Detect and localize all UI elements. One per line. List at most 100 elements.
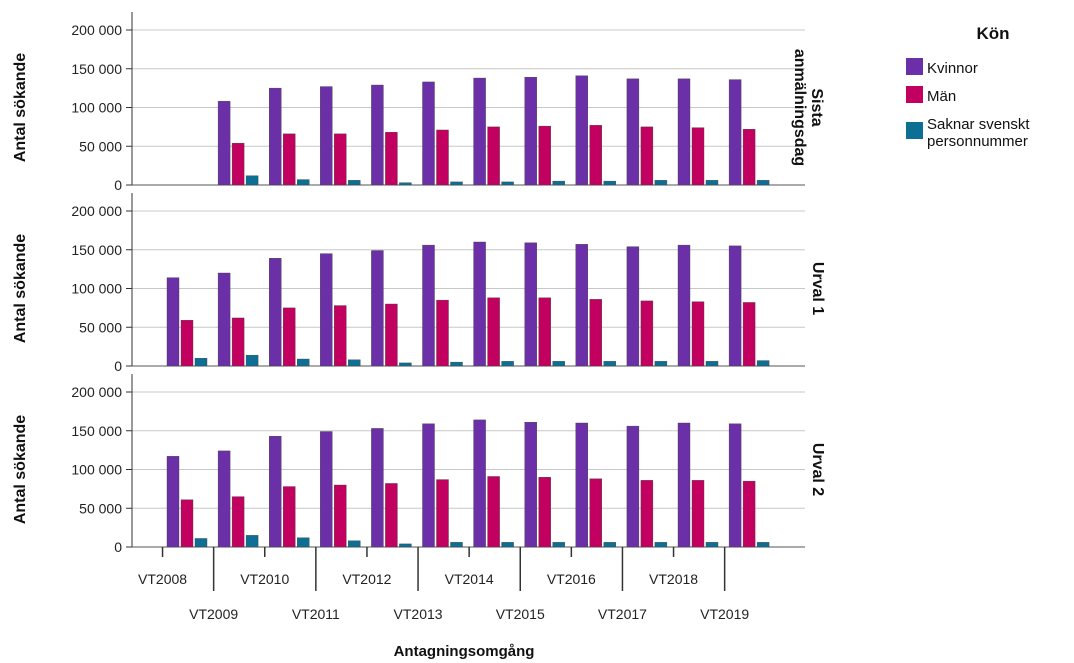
bar-urval-1-kvinnor-vt2010 bbox=[269, 258, 282, 367]
bar-urval-2-saknar-svenskt-personnummer-vt2012 bbox=[399, 543, 412, 548]
bar-urval-1-saknar-svenskt-personnummer-vt2018 bbox=[705, 361, 719, 367]
bar-sista-anm-lningsdag-kvinnor-vt2017 bbox=[626, 78, 640, 186]
bar-sista-anm-lningsdag-m-n-vt2009 bbox=[231, 142, 245, 186]
bar-urval-1-saknar-svenskt-personnummer-vt2010 bbox=[297, 358, 310, 367]
bar-urval-2-saknar-svenskt-personnummer-vt2019 bbox=[756, 542, 770, 548]
y-tick-label: 200 000 bbox=[71, 203, 122, 219]
bar-sista-anm-lningsdag-saknar-svenskt-personnummer-vt2019 bbox=[756, 180, 770, 186]
x-tick-label-vt2013: VT2013 bbox=[394, 606, 443, 622]
bar-urval-1-saknar-svenskt-personnummer-vt2016 bbox=[603, 361, 616, 367]
bar-urval-2-m-n-vt2012 bbox=[385, 483, 398, 548]
bar-urval-2-saknar-svenskt-personnummer-vt2011 bbox=[348, 540, 361, 548]
bar-urval-2-m-n-vt2010 bbox=[283, 486, 296, 548]
bar-sista-anm-lningsdag-m-n-vt2015 bbox=[538, 125, 551, 186]
bar-urval-2-saknar-svenskt-personnummer-vt2017 bbox=[654, 542, 668, 548]
bar-urval-1-m-n-vt2017 bbox=[640, 300, 654, 367]
y-tick-label: 200 000 bbox=[71, 22, 122, 38]
y-tick-label: 150 000 bbox=[71, 423, 122, 439]
bar-urval-2-kvinnor-vt2011 bbox=[320, 431, 333, 548]
panel-label-line1: Sista bbox=[808, 88, 825, 126]
x-tick-label-vt2018: VT2018 bbox=[649, 571, 698, 587]
bar-urval-2-kvinnor-vt2015 bbox=[524, 422, 537, 548]
y-tick-label: 100 000 bbox=[71, 281, 122, 297]
bar-urval-1-saknar-svenskt-personnummer-vt2012 bbox=[399, 362, 412, 367]
bar-urval-2-saknar-svenskt-personnummer-vt2016 bbox=[603, 542, 616, 548]
bar-urval-2-saknar-svenskt-personnummer-vt2009 bbox=[245, 535, 259, 548]
bar-sista-anm-lningsdag-m-n-vt2018 bbox=[691, 127, 705, 186]
y-tick-label: 200 000 bbox=[71, 384, 122, 400]
bar-urval-2-kvinnor-vt2008 bbox=[166, 456, 180, 548]
bar-urval-1-kvinnor-vt2008 bbox=[166, 277, 180, 367]
bar-urval-2-kvinnor-vt2010 bbox=[269, 435, 282, 548]
panel-3: 0 50 000 100 000 150 000 200 000 Antal sökand… bbox=[12, 374, 826, 555]
bar-urval-1-m-n-vt2015 bbox=[538, 297, 551, 367]
bar-urval-1-m-n-vt2011 bbox=[334, 305, 347, 367]
y-axis-label: Antal sökande bbox=[12, 415, 29, 524]
bar-sista-anm-lningsdag-kvinnor-vt2018 bbox=[677, 78, 691, 186]
bar-urval-1-saknar-svenskt-personnummer-vt2017 bbox=[654, 361, 668, 367]
x-tick-label-vt2009: VT2009 bbox=[189, 606, 238, 622]
bar-urval-2-saknar-svenskt-personnummer-vt2014 bbox=[501, 542, 514, 548]
panel-label: Urval 1 bbox=[809, 262, 826, 315]
bar-urval-2-saknar-svenskt-personnummer-vt2013 bbox=[450, 542, 463, 548]
bar-urval-2-kvinnor-vt2009 bbox=[217, 450, 231, 548]
y-tick-label: 0 bbox=[114, 358, 122, 374]
bar-urval-2-saknar-svenskt-personnummer-vt2008 bbox=[194, 538, 208, 548]
y-tick-label: 150 000 bbox=[71, 61, 122, 77]
bar-sista-anm-lningsdag-saknar-svenskt-personnummer-vt2018 bbox=[705, 180, 719, 186]
bar-urval-2-m-n-vt2017 bbox=[640, 480, 654, 548]
bar-urval-2-saknar-svenskt-personnummer-vt2018 bbox=[705, 542, 719, 548]
bar-sista-anm-lningsdag-kvinnor-vt2009 bbox=[217, 101, 231, 186]
legend-label-saknar-line2: personnummer bbox=[927, 133, 1028, 150]
bar-urval-2-m-n-vt2009 bbox=[231, 496, 245, 548]
bar-urval-1-m-n-vt2009 bbox=[231, 317, 245, 367]
bar-urval-1-kvinnor-vt2019 bbox=[728, 245, 742, 367]
bar-urval-2-kvinnor-vt2016 bbox=[575, 422, 588, 548]
bar-sista-anm-lningsdag-m-n-vt2012 bbox=[385, 132, 398, 186]
bar-urval-1-m-n-vt2010 bbox=[283, 307, 296, 367]
bar-sista-anm-lningsdag-saknar-svenskt-personnummer-vt2011 bbox=[348, 180, 361, 186]
bar-urval-1-kvinnor-vt2017 bbox=[626, 246, 640, 367]
bar-urval-1-saknar-svenskt-personnummer-vt2014 bbox=[501, 361, 514, 367]
y-tick-label: 0 bbox=[114, 539, 122, 555]
bar-urval-2-saknar-svenskt-personnummer-vt2010 bbox=[297, 537, 310, 548]
x-tick-label-vt2014: VT2014 bbox=[445, 571, 494, 587]
x-tick-label-vt2019: VT2019 bbox=[700, 606, 749, 622]
bar-urval-2-m-n-vt2018 bbox=[691, 480, 705, 548]
bar-urval-1-kvinnor-vt2018 bbox=[677, 244, 691, 367]
bar-urval-1-m-n-vt2012 bbox=[385, 303, 398, 367]
bar-sista-anm-lningsdag-m-n-vt2014 bbox=[487, 126, 500, 186]
x-axis: VT2008 VT2009 VT2010 VT2011 VT2012 VT2013 VT20… bbox=[138, 547, 749, 622]
y-tick-label: 0 bbox=[114, 177, 122, 193]
bar-urval-1-saknar-svenskt-personnummer-vt2019 bbox=[756, 360, 770, 367]
bar-urval-1-m-n-vt2013 bbox=[436, 299, 449, 367]
bar-urval-1-m-n-vt2016 bbox=[589, 299, 602, 367]
bar-sista-anm-lningsdag-kvinnor-vt2015 bbox=[524, 77, 537, 186]
x-tick-label-vt2008: VT2008 bbox=[138, 571, 187, 587]
bar-sista-anm-lningsdag-kvinnor-vt2019 bbox=[728, 79, 742, 186]
y-tick-label: 50 000 bbox=[79, 138, 122, 154]
x-tick-label-vt2012: VT2012 bbox=[342, 571, 391, 587]
bar-urval-1-m-n-vt2018 bbox=[691, 301, 705, 367]
bar-urval-1-kvinnor-vt2011 bbox=[320, 253, 333, 367]
legend-label-man: Män bbox=[927, 88, 956, 105]
y-axis-label: Antal sökande bbox=[12, 234, 29, 343]
panel-label: Urval 2 bbox=[809, 443, 826, 496]
bar-sista-anm-lningsdag-saknar-svenskt-personnummer-vt2016 bbox=[603, 180, 616, 186]
y-axis-label: Antal sökande bbox=[12, 53, 29, 162]
bar-urval-1-saknar-svenskt-personnummer-vt2008 bbox=[194, 358, 208, 367]
x-tick-label-vt2010: VT2010 bbox=[240, 571, 289, 587]
bar-sista-anm-lningsdag-saknar-svenskt-personnummer-vt2012 bbox=[399, 182, 412, 186]
bar-urval-1-kvinnor-vt2015 bbox=[524, 242, 537, 367]
bar-urval-1-saknar-svenskt-personnummer-vt2009 bbox=[245, 354, 259, 367]
bar-urval-2-saknar-svenskt-personnummer-vt2015 bbox=[552, 542, 565, 548]
bar-sista-anm-lningsdag-kvinnor-vt2013 bbox=[422, 81, 435, 186]
bar-urval-1-m-n-vt2014 bbox=[487, 297, 500, 367]
panel-label-line2: anmälningsdag bbox=[791, 49, 808, 166]
bar-urval-2-kvinnor-vt2014 bbox=[473, 419, 486, 548]
bar-sista-anm-lningsdag-kvinnor-vt2010 bbox=[269, 87, 282, 186]
bar-urval-2-kvinnor-vt2019 bbox=[728, 423, 742, 548]
bar-urval-1-kvinnor-vt2009 bbox=[217, 272, 231, 367]
y-tick-label: 50 000 bbox=[79, 319, 122, 335]
y-tick-label: 150 000 bbox=[71, 242, 122, 258]
